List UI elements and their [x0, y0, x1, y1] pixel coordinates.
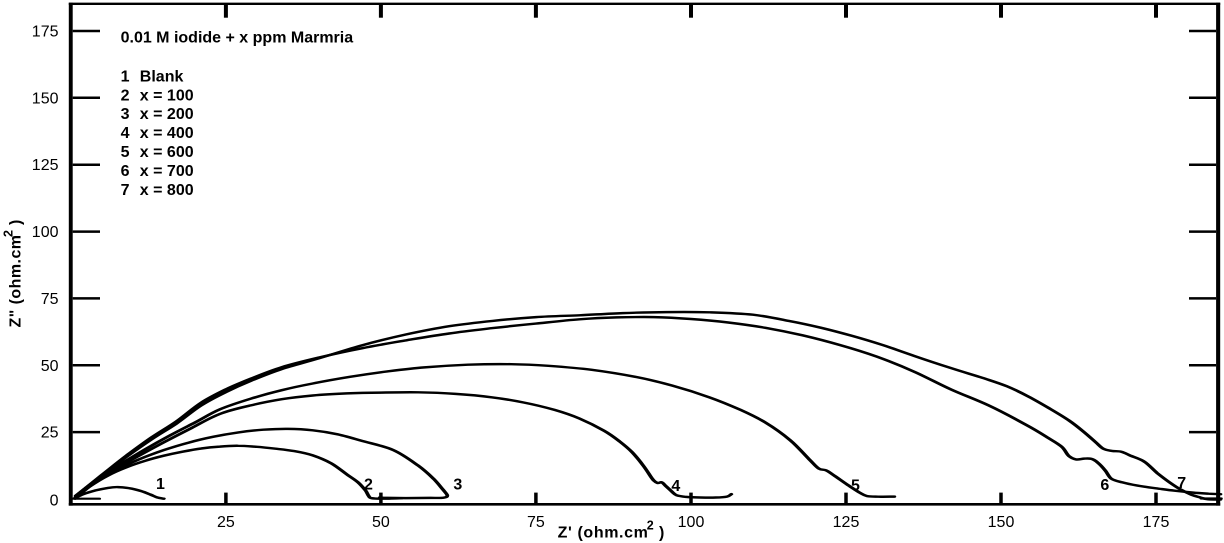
- svg-text:25: 25: [217, 514, 235, 531]
- svg-text:25: 25: [41, 425, 59, 442]
- svg-text:3: 3: [121, 106, 130, 123]
- svg-text:x = 800: x = 800: [140, 182, 194, 199]
- svg-text:x = 400: x = 400: [140, 125, 194, 142]
- svg-text:75: 75: [527, 514, 545, 531]
- svg-text:7: 7: [121, 182, 130, 199]
- svg-text:6: 6: [121, 163, 130, 180]
- svg-text:2: 2: [2, 230, 16, 237]
- svg-text:7: 7: [1177, 475, 1186, 492]
- svg-text:6: 6: [1100, 477, 1109, 494]
- svg-text:): ): [659, 525, 664, 542]
- svg-text:4: 4: [671, 478, 680, 495]
- svg-text:125: 125: [833, 514, 860, 531]
- svg-text:5: 5: [121, 144, 130, 161]
- svg-text:3: 3: [453, 477, 462, 494]
- svg-text:100: 100: [32, 224, 59, 241]
- svg-text:2: 2: [647, 519, 654, 533]
- svg-text:150: 150: [32, 90, 59, 107]
- svg-text:x = 600: x = 600: [140, 144, 194, 161]
- svg-text:175: 175: [32, 24, 59, 41]
- svg-text:2: 2: [121, 87, 130, 104]
- svg-text:175: 175: [1143, 514, 1170, 531]
- svg-text:x = 700: x = 700: [140, 163, 194, 180]
- svg-text:4: 4: [121, 125, 130, 142]
- svg-text:Blank: Blank: [140, 68, 184, 85]
- svg-text:1: 1: [156, 476, 165, 493]
- svg-text:50: 50: [41, 358, 59, 375]
- svg-text:x = 100: x = 100: [140, 87, 194, 104]
- svg-text:125: 125: [32, 157, 59, 174]
- svg-text:5: 5: [851, 477, 860, 494]
- svg-text:Z" (ohm.cm: Z" (ohm.cm: [8, 235, 25, 328]
- svg-text:1: 1: [121, 68, 130, 85]
- svg-text:0.01 M iodide + x ppm Marmria: 0.01 M iodide + x ppm Marmria: [121, 30, 354, 47]
- svg-text:): ): [8, 220, 25, 225]
- svg-text:150: 150: [988, 514, 1015, 531]
- svg-text:50: 50: [372, 514, 390, 531]
- svg-text:x = 200: x = 200: [140, 106, 194, 123]
- svg-text:75: 75: [41, 291, 59, 308]
- svg-text:0: 0: [50, 493, 59, 510]
- svg-text:100: 100: [678, 514, 705, 531]
- svg-text:2: 2: [364, 477, 373, 494]
- svg-text:Z' (ohm.cm: Z' (ohm.cm: [558, 525, 649, 542]
